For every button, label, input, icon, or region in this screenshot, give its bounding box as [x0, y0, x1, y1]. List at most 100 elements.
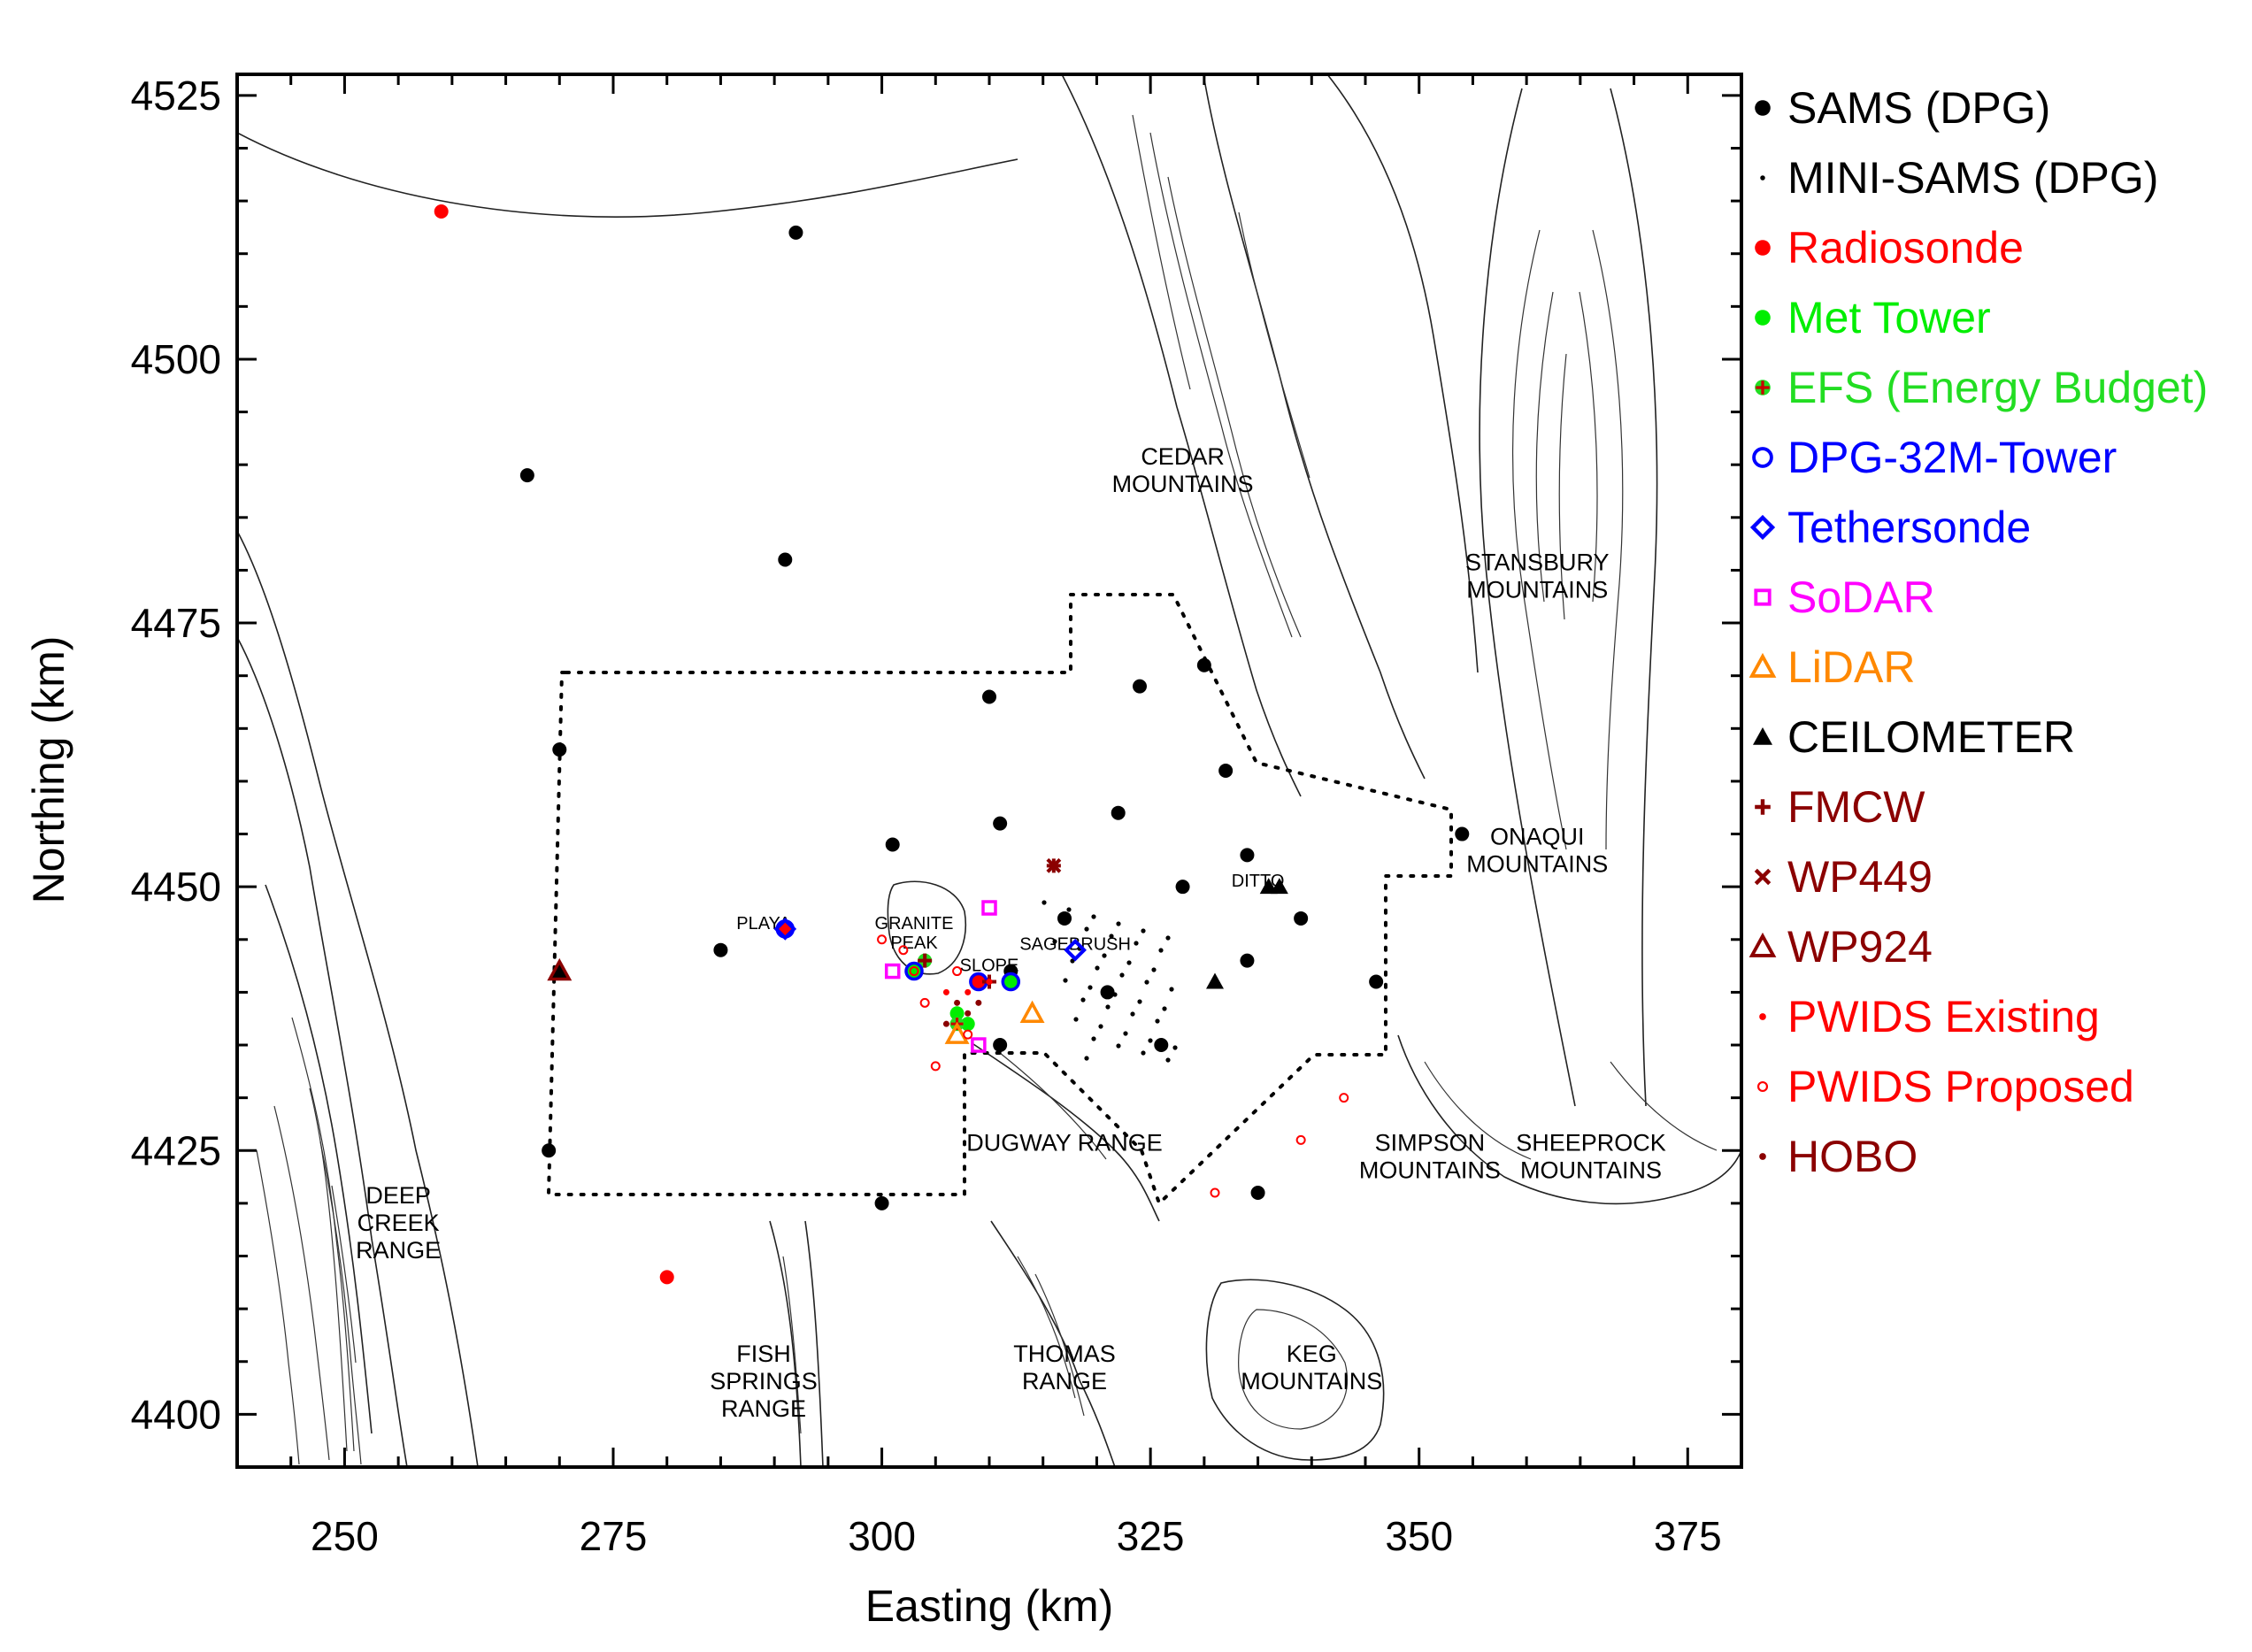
x-tick-label: 325 [1117, 1513, 1185, 1559]
legend-label: Radiosonde [1787, 223, 2024, 273]
wp449-legend-marker [1754, 868, 1772, 886]
region-label: FISH [736, 1341, 791, 1367]
wp449-marker [1046, 857, 1062, 873]
sagebrush-dot [1130, 1011, 1135, 1017]
met-tower-legend-marker [1755, 310, 1771, 326]
legend-label: SoDAR [1787, 572, 1935, 622]
sams-dpg-marker [778, 552, 793, 567]
sagebrush-dot [1141, 928, 1146, 934]
sams-dpg-marker [1455, 826, 1470, 841]
sagebrush-dot [1123, 1031, 1128, 1036]
sams-dpg-marker [1100, 985, 1115, 1000]
sagebrush-dot [1116, 921, 1121, 926]
station-markers [434, 204, 1470, 1285]
sagebrush-dot [1144, 980, 1149, 985]
pwids-proposed-marker [963, 1029, 973, 1040]
region-label: MOUNTAINS [1466, 850, 1608, 877]
pwids-proposed-marker [877, 934, 888, 945]
sams-dpg-marker [982, 689, 996, 704]
y-tick-label: 4400 [131, 1391, 221, 1437]
hobo-legend-marker [1759, 1153, 1766, 1160]
y-tick-label: 4500 [131, 336, 221, 382]
sagebrush-dot [1165, 935, 1171, 941]
sams-dpg-marker [1057, 911, 1072, 926]
pwids-proposed-marker [898, 945, 909, 956]
y-tick-label: 4425 [131, 1127, 221, 1173]
sagebrush-dot [1095, 965, 1100, 971]
region-label: CEDAR [1141, 443, 1225, 470]
tethersonde-marker [1064, 938, 1087, 962]
sams-dpg-legend-marker [1755, 100, 1771, 116]
radiosonde-legend-marker [1755, 240, 1771, 256]
region-label: SPRINGS [710, 1368, 818, 1395]
sams-dpg-marker [1240, 848, 1255, 863]
pwids-proposed-marker [1210, 1187, 1220, 1198]
region-label: MOUNTAINS [1241, 1368, 1382, 1395]
fmcw-marker [918, 953, 933, 968]
sagebrush-dot [1052, 939, 1057, 944]
sams-dpg-marker [1369, 974, 1384, 989]
sagebrush-dot [1137, 999, 1142, 1004]
pwids-proposed-marker [952, 966, 963, 977]
sams-dpg-marker [1240, 953, 1255, 968]
radiosonde-marker [434, 204, 449, 219]
region-label: KEG [1287, 1341, 1337, 1367]
wp924-marker [547, 957, 573, 981]
fmcw-legend-marker [1755, 799, 1771, 815]
hobo-marker [954, 999, 961, 1006]
region-labels: CEDARMOUNTAINSSTANSBURYMOUNTAINSONAQUIMO… [356, 443, 1666, 1422]
x-tick-label: 375 [1654, 1513, 1722, 1559]
hobo-marker [942, 1020, 949, 1027]
sodar-marker [884, 963, 901, 980]
terrain-contours [237, 74, 1741, 1467]
mini-sams-dpg-legend-marker [1760, 175, 1765, 181]
sagebrush-dot [1066, 907, 1072, 912]
tethersonde-marker [773, 918, 797, 941]
legend-label: DPG-32M-Tower [1787, 433, 2117, 482]
legend-label: CEILOMETER [1787, 712, 2075, 762]
lidar-marker [944, 1021, 970, 1044]
sodar-legend-marker [1754, 588, 1772, 606]
region-label: THOMAS [1013, 1341, 1116, 1367]
x-tick-label: 350 [1385, 1513, 1453, 1559]
lidar-legend-marker [1749, 652, 1777, 678]
region-label: RANGE [721, 1395, 806, 1422]
sams-dpg-marker [552, 742, 567, 757]
sams-dpg-marker [1154, 1038, 1169, 1053]
lidar-marker [1019, 1000, 1045, 1024]
dpg-boundary [546, 593, 1453, 1207]
sagebrush-dot [1088, 985, 1093, 990]
region-label: SIMPSON [1375, 1129, 1486, 1156]
sams-dpg-marker [993, 1038, 1008, 1053]
sagebrush-dot [1116, 1043, 1121, 1049]
sagebrush-dot [1080, 997, 1086, 1003]
region-label: MOUNTAINS [1112, 471, 1254, 497]
sagebrush-dot [1169, 987, 1174, 992]
hobo-marker [965, 1010, 972, 1017]
sams-dpg-marker [1250, 1185, 1265, 1200]
axis-ticks [237, 74, 1743, 1467]
legend-label: WP449 [1787, 852, 1933, 902]
sagebrush-dot [1155, 1018, 1160, 1024]
met-tower-marker [907, 964, 921, 979]
sagebrush-dot [1073, 1017, 1079, 1022]
x-tick-label: 250 [311, 1513, 379, 1559]
pwids-existing-marker [965, 988, 972, 995]
sams-dpg-marker [993, 816, 1008, 831]
pwids-proposed-marker [919, 997, 930, 1008]
region-label: MOUNTAINS [1359, 1156, 1501, 1183]
y-tick-label: 4475 [131, 600, 221, 646]
pwids-existing-marker [986, 978, 993, 985]
plot-frame [235, 73, 1743, 1469]
sagebrush-dot [1063, 978, 1068, 983]
pwids-existing-legend-marker [1759, 1013, 1766, 1020]
wp924-legend-marker [1749, 932, 1777, 957]
sams-dpg-marker [1196, 657, 1211, 672]
legend-label: LiDAR [1787, 642, 1915, 692]
met-tower-marker [949, 1006, 965, 1021]
sagebrush-dot [1084, 926, 1089, 932]
sagebrush-dot [1109, 934, 1114, 939]
legend-label: FMCW [1787, 782, 1925, 832]
sams-dpg-marker [1294, 911, 1309, 926]
pwids-proposed-legend-marker [1756, 1080, 1769, 1093]
